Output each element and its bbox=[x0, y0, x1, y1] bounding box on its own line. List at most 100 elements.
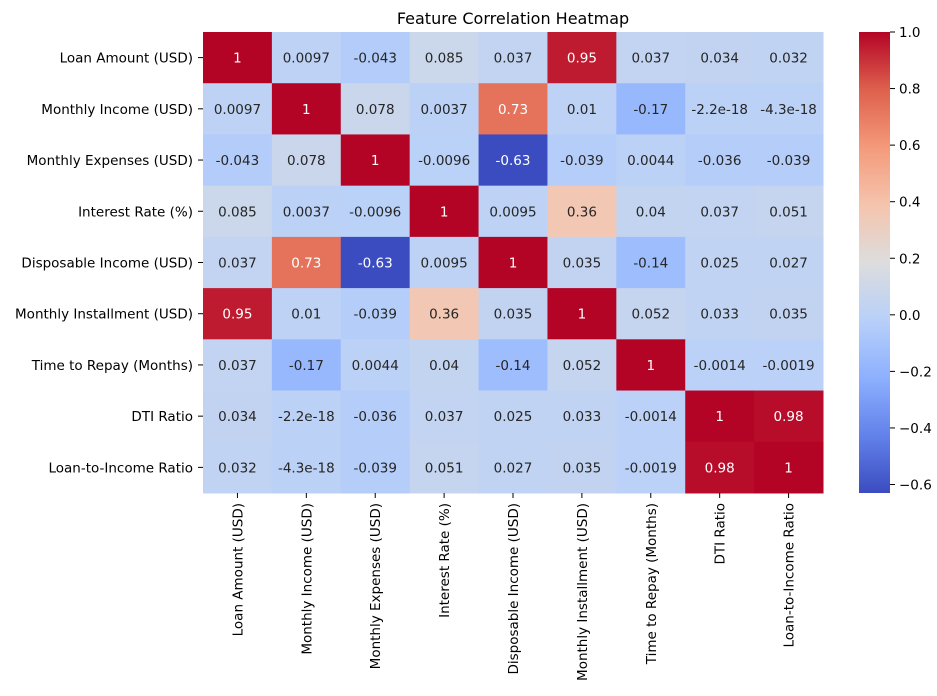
heatmap-cell bbox=[478, 441, 548, 494]
cell-annotation: -0.039 bbox=[767, 153, 811, 169]
cell-annotation: 0.037 bbox=[700, 204, 739, 220]
x-tick-label: Interest Rate (%) bbox=[437, 503, 453, 618]
heatmap-cell bbox=[409, 236, 480, 289]
cell-annotation: -4.3e-18 bbox=[278, 460, 335, 476]
y-axis-ticks: Loan Amount (USD) Monthly Income (USD) Mon… bbox=[15, 51, 203, 476]
cell-annotation: 1 bbox=[440, 204, 449, 220]
x-tick-label: Loan-to-Income Ratio bbox=[782, 503, 798, 648]
cell-annotation: 0.078 bbox=[287, 153, 326, 169]
cell-annotation: 0.98 bbox=[705, 460, 735, 476]
cell-annotation: -0.0014 bbox=[694, 358, 746, 374]
cell-annotation: 0.034 bbox=[700, 51, 739, 67]
chart-title: Feature Correlation Heatmap bbox=[397, 9, 629, 28]
cell-annotation: -0.036 bbox=[698, 153, 742, 169]
cell-annotation: 0.36 bbox=[429, 307, 459, 323]
y-tick-label: Loan-to-Income Ratio bbox=[48, 460, 193, 476]
cell-annotation: 0.033 bbox=[563, 409, 602, 425]
heatmap-cell bbox=[203, 390, 273, 443]
y-tick-label: DTI Ratio bbox=[131, 409, 193, 425]
cell-annotation: 0.04 bbox=[636, 204, 666, 220]
cell-annotation: 0.052 bbox=[631, 307, 670, 323]
heatmap-cell bbox=[409, 134, 480, 187]
x-tick-label: Monthly Installment (USD) bbox=[575, 503, 591, 681]
cell-annotation: 1 bbox=[646, 358, 655, 374]
cell-annotation: 0.034 bbox=[218, 409, 257, 425]
heatmap-cell bbox=[616, 288, 686, 340]
cell-annotation: 1 bbox=[578, 307, 587, 323]
colorbar-tick-label: −0.6 bbox=[899, 478, 932, 494]
heatmap-cell bbox=[547, 339, 617, 392]
colorbar-ticks: 1.0 0.8 0.6 0.4 0.2 0.0 −0.2 −0.4 −0.6 bbox=[890, 25, 932, 494]
cell-annotation: 0.36 bbox=[567, 204, 597, 220]
heatmap-cell bbox=[271, 236, 342, 289]
cell-annotation: 0.035 bbox=[494, 307, 533, 323]
heatmap-cell bbox=[547, 236, 617, 289]
heatmap-cell bbox=[547, 185, 617, 238]
heatmap-cell bbox=[409, 441, 480, 494]
heatmap-cell bbox=[409, 32, 480, 84]
cell-annotation: 0.0097 bbox=[283, 51, 330, 67]
heatmap-cell bbox=[340, 236, 411, 289]
cell-annotation: 0.037 bbox=[218, 358, 257, 374]
heatmap-cell bbox=[340, 390, 411, 443]
cell-annotation: -0.17 bbox=[289, 358, 324, 374]
cell-annotation: 0.04 bbox=[429, 358, 459, 374]
colorbar-tick-label: 0.0 bbox=[899, 308, 920, 324]
colorbar-tick-label: 1.0 bbox=[899, 25, 920, 41]
cell-annotation: 0.01 bbox=[291, 307, 321, 323]
heatmap-cell bbox=[271, 32, 342, 84]
cell-annotation: 0.035 bbox=[563, 255, 602, 271]
heatmap-cell bbox=[547, 83, 617, 135]
heatmap-cell bbox=[340, 83, 411, 135]
cell-annotation: 0.037 bbox=[631, 51, 670, 67]
heatmap-cell bbox=[340, 134, 411, 187]
cell-annotation: -0.036 bbox=[353, 409, 397, 425]
heatmap-cell bbox=[340, 441, 411, 494]
heatmap-annotations: 1 0.0097 -0.043 0.085 0.037 0.95 0.037 0.034 0.0… bbox=[214, 51, 817, 477]
cell-annotation: 0.033 bbox=[700, 307, 739, 323]
heatmap-cell bbox=[685, 288, 755, 340]
heatmap-cell bbox=[754, 390, 824, 443]
heatmap-cell bbox=[685, 441, 755, 494]
cell-annotation: 0.0037 bbox=[420, 102, 467, 118]
cell-annotation: -0.0019 bbox=[763, 358, 815, 374]
cell-annotation: 0.0095 bbox=[420, 255, 467, 271]
heatmap-cell bbox=[478, 134, 548, 187]
cell-annotation: 0.085 bbox=[425, 51, 464, 67]
y-tick-label: Time to Repay (Months) bbox=[31, 358, 193, 374]
cell-annotation: -0.039 bbox=[353, 460, 397, 476]
cell-annotation: 0.025 bbox=[494, 409, 533, 425]
cell-annotation: 0.027 bbox=[769, 255, 808, 271]
x-tick-label: Monthly Expenses (USD) bbox=[368, 503, 384, 669]
cell-annotation: 0.035 bbox=[769, 307, 808, 323]
heatmap-cell bbox=[478, 32, 548, 84]
cell-annotation: -0.0096 bbox=[349, 204, 401, 220]
cell-annotation: 0.95 bbox=[222, 307, 252, 323]
cell-annotation: 0.0095 bbox=[489, 204, 536, 220]
y-tick-label: Interest Rate (%) bbox=[78, 204, 193, 220]
cell-annotation: 1 bbox=[784, 460, 793, 476]
heatmap-cell bbox=[203, 83, 273, 135]
cell-annotation: 0.01 bbox=[567, 102, 597, 118]
heatmap-cell bbox=[616, 32, 686, 84]
cell-annotation: 0.027 bbox=[494, 460, 533, 476]
heatmap-cell bbox=[685, 236, 755, 289]
heatmap-cell bbox=[685, 339, 755, 392]
cell-annotation: 0.037 bbox=[218, 255, 257, 271]
colorbar-tick-label: 0.4 bbox=[899, 195, 920, 211]
x-tick-label: DTI Ratio bbox=[713, 503, 729, 565]
cell-annotation: -2.2e-18 bbox=[278, 409, 335, 425]
heatmap-cell bbox=[271, 134, 342, 187]
cell-annotation: 0.037 bbox=[494, 51, 533, 67]
heatmap-cell bbox=[547, 32, 617, 84]
heatmap-cell bbox=[616, 185, 686, 238]
x-tick-label: Loan Amount (USD) bbox=[230, 503, 246, 636]
cell-annotation: 1 bbox=[233, 51, 242, 67]
cell-annotation: 0.73 bbox=[291, 255, 321, 271]
heatmap-cell bbox=[478, 390, 548, 443]
heatmap-cell bbox=[754, 32, 824, 84]
cell-annotation: -0.17 bbox=[633, 102, 668, 118]
heatmap-cell bbox=[754, 339, 824, 392]
heatmap-cell bbox=[203, 339, 273, 392]
